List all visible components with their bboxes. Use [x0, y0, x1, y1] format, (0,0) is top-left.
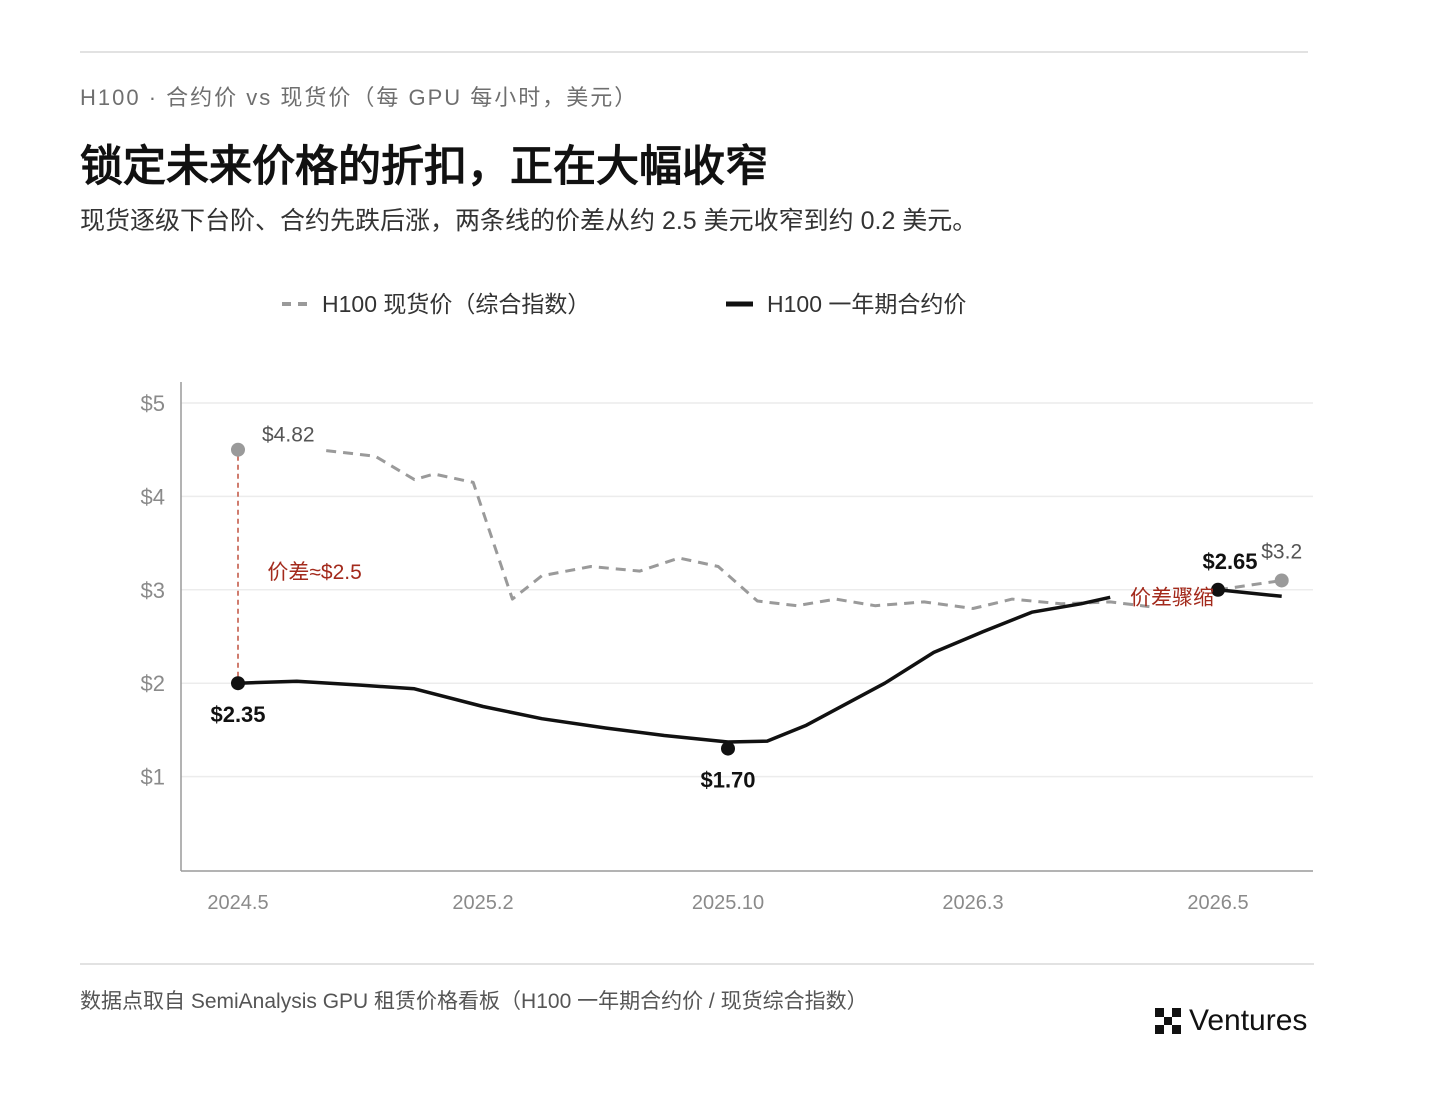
x-tick-label: 2024.5 — [207, 892, 268, 914]
bottom-divider — [80, 963, 1314, 965]
contract-point-0 — [231, 676, 245, 691]
spot-end-label: $3.2 — [1261, 540, 1302, 563]
x-tick-label: 2025.10 — [692, 892, 764, 914]
spot-price-line-end — [1217, 579, 1282, 592]
y-tick-label: $1 — [141, 765, 165, 790]
spot-start-label: $4.82 — [262, 424, 315, 447]
y-tick-label: $3 — [141, 578, 165, 603]
chart-title: 锁定未来价格的折扣，正在大幅收窄 — [80, 143, 768, 191]
price-line-chart: H100 现货价（综合指数） H100 一年期合约价 $1 $2 $3 $4 $5 202… — [141, 291, 1313, 914]
x-grid-logo-icon — [1155, 1008, 1181, 1034]
brand-name: Ventures — [1189, 1004, 1308, 1037]
legend: H100 现货价（综合指数） H100 一年期合约价 — [282, 291, 966, 317]
contract-point-2 — [1211, 582, 1225, 597]
contract-price-line-end — [1217, 588, 1282, 599]
chart-subtitle: 现货逐级下台阶、合约先跌后涨，两条线的价差从约 2.5 美元收窄到约 0.2 美… — [80, 207, 978, 235]
gap-annotation: 价差≈$2.5 — [267, 561, 361, 584]
contract-point-label: $1.70 — [700, 768, 755, 793]
source-note: 数据点取自 SemiAnalysis GPU 租赁价格看板（H100 一年期合约… — [80, 990, 868, 1013]
contract-point-label: $2.35 — [210, 702, 265, 727]
x-tick-label: 2026.3 — [942, 892, 1003, 914]
y-tick-label: $5 — [141, 391, 165, 416]
gap-narrowing-annotation: 价差骤缩 — [1130, 586, 1214, 609]
spot-price-line — [326, 449, 1150, 610]
x-tick-label: 2026.5 — [1187, 892, 1248, 914]
spot-end-point — [1274, 573, 1289, 588]
legend-label-contract: H100 一年期合约价 — [767, 291, 966, 317]
top-divider — [80, 51, 1308, 53]
chart-kicker: H100 · 合约价 vs 现货价（每 GPU 每小时，美元） — [80, 85, 639, 110]
brand-logo: Ventures — [1155, 1004, 1307, 1038]
y-tick-label: $4 — [141, 484, 165, 509]
contract-point-label: $2.65 — [1202, 549, 1257, 574]
contract-price-line — [237, 595, 1111, 744]
spot-start-point — [231, 442, 245, 457]
y-tick-label: $2 — [141, 671, 165, 696]
contract-point-1 — [721, 741, 735, 756]
legend-label-spot: H100 现货价（综合指数） — [322, 291, 590, 317]
x-tick-label: 2025.2 — [452, 892, 513, 914]
